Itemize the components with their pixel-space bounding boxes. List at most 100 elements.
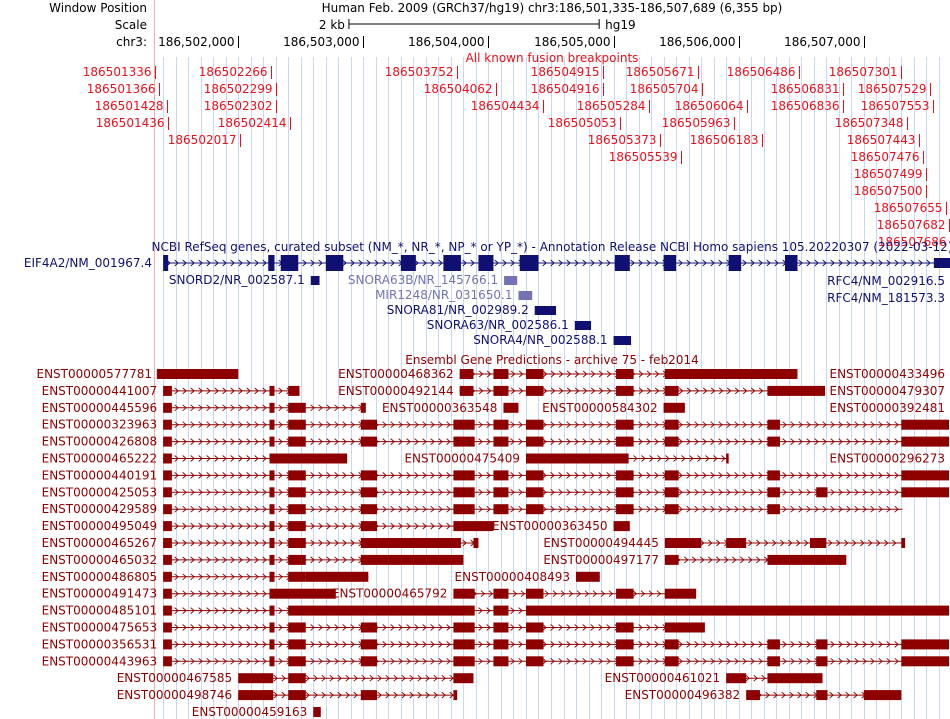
breakpoint-label[interactable]: 186501336	[83, 65, 152, 79]
breakpoint-label[interactable]: 186507686	[878, 235, 947, 249]
ensembl-exon[interactable]	[163, 487, 172, 498]
ensembl-transcript-label[interactable]: ENST00000429589	[42, 502, 158, 516]
breakpoint-label[interactable]: 186502302	[204, 99, 273, 113]
refseq-small-gene-label[interactable]: MIR1248/NR_031650.1	[375, 288, 512, 302]
ensembl-exon[interactable]	[288, 554, 306, 565]
ensembl-exon[interactable]	[816, 487, 828, 498]
breakpoint-label[interactable]: 186505373	[588, 133, 657, 147]
ensembl-exon[interactable]	[288, 419, 306, 430]
refseq-small-gene-label[interactable]: SNORA81/NR_002989.2	[387, 303, 529, 317]
ensembl-exon[interactable]	[901, 419, 949, 430]
ensembl-exon[interactable]	[664, 419, 679, 430]
ensembl-exon[interactable]	[163, 453, 172, 464]
ensembl-exon[interactable]	[269, 402, 275, 413]
breakpoint-label[interactable]: 186507682	[877, 218, 946, 232]
ensembl-exon[interactable]	[493, 470, 509, 481]
ensembl-exon[interactable]	[616, 470, 634, 481]
refseq-small-gene-label[interactable]: SNORD2/NR_002587.1	[169, 273, 305, 287]
ensembl-transcript-label[interactable]: ENST00000584302	[542, 401, 658, 415]
ensembl-exon[interactable]	[493, 436, 509, 447]
refseq-small-gene-block[interactable]	[574, 321, 592, 330]
breakpoint-label[interactable]: 186504915	[531, 65, 600, 79]
refseq-small-gene-block[interactable]	[504, 276, 518, 285]
rfc4-exon[interactable]	[933, 258, 950, 268]
ensembl-exon[interactable]	[163, 419, 172, 430]
ensembl-exon[interactable]	[288, 521, 306, 532]
ensembl-transcript-label[interactable]: ENST00000433496	[830, 367, 946, 381]
ensembl-exon[interactable]	[269, 385, 275, 396]
refseq-exon[interactable]	[163, 255, 169, 271]
ensembl-transcript-label[interactable]: ENST00000363548	[382, 401, 498, 415]
ensembl-exon[interactable]	[493, 605, 509, 616]
ensembl-exon[interactable]	[269, 419, 275, 430]
ensembl-exon[interactable]	[493, 419, 509, 430]
refseq-small-gene-block[interactable]	[310, 276, 320, 285]
ensembl-exon[interactable]	[453, 639, 475, 650]
breakpoint-label[interactable]: 186502017	[168, 133, 237, 147]
ensembl-exon[interactable]	[901, 538, 906, 548]
ensembl-exon[interactable]	[726, 453, 729, 464]
ensembl-exon[interactable]	[360, 656, 378, 667]
ensembl-exon[interactable]	[453, 656, 475, 667]
breakpoint-label[interactable]: 186507529	[858, 82, 927, 96]
ensembl-transcript-label[interactable]: ENST00000467585	[117, 671, 233, 685]
ensembl-exon[interactable]	[163, 656, 172, 667]
ensembl-exon[interactable]	[767, 554, 847, 565]
ensembl-exon[interactable]	[613, 521, 630, 532]
ensembl-exon[interactable]	[360, 504, 378, 515]
ensembl-exon[interactable]	[453, 673, 474, 684]
ensembl-exon[interactable]	[664, 487, 679, 498]
ensembl-exon[interactable]	[459, 369, 474, 379]
ensembl-transcript-label[interactable]: ENST00000577781	[37, 367, 153, 381]
ensembl-exon[interactable]	[269, 453, 348, 464]
ensembl-transcript-label[interactable]: ENST00000425053	[42, 485, 158, 499]
ensembl-exon[interactable]	[525, 622, 544, 633]
ensembl-exon[interactable]	[767, 419, 780, 430]
ensembl-transcript-label[interactable]: ENST00000485101	[42, 604, 158, 618]
ensembl-exon[interactable]	[901, 470, 949, 481]
ensembl-exon[interactable]	[767, 470, 780, 481]
ensembl-exon[interactable]	[288, 673, 306, 684]
ensembl-exon[interactable]	[459, 385, 474, 396]
ensembl-transcript-label[interactable]: ENST00000465267	[42, 536, 158, 550]
ensembl-exon[interactable]	[767, 504, 780, 515]
refseq-exon[interactable]	[614, 255, 630, 271]
ensembl-exon[interactable]	[288, 605, 475, 616]
ensembl-exon[interactable]	[664, 588, 697, 599]
ensembl-transcript-label[interactable]: ENST00000492144	[338, 384, 454, 398]
ensembl-exon[interactable]	[453, 436, 475, 447]
ensembl-exon[interactable]	[616, 656, 634, 667]
ensembl-exon[interactable]	[163, 622, 172, 633]
breakpoint-label[interactable]: 186505284	[577, 99, 646, 113]
ensembl-exon[interactable]	[616, 369, 634, 379]
ensembl-transcript-label[interactable]: ENST00000459163	[192, 705, 308, 719]
ensembl-exon[interactable]	[288, 571, 306, 582]
breakpoint-label[interactable]: 186504434	[471, 99, 540, 113]
breakpoint-label[interactable]: 186507500	[854, 184, 923, 198]
breakpoint-label[interactable]: 186505963	[662, 116, 731, 130]
ensembl-exon[interactable]	[493, 639, 509, 650]
ensembl-exon[interactable]	[525, 656, 544, 667]
ensembl-exon[interactable]	[664, 622, 705, 633]
breakpoint-label[interactable]: 186501366	[87, 82, 156, 96]
ensembl-exon[interactable]	[767, 656, 780, 667]
ensembl-exon[interactable]	[163, 554, 172, 565]
breakpoint-label[interactable]: 186503752	[385, 65, 454, 79]
breakpoint-label[interactable]: 186506486	[727, 65, 796, 79]
refseq-small-gene-label[interactable]: SNORA4/NR_002588.1	[473, 333, 607, 347]
breakpoint-label[interactable]: 186505671	[626, 65, 695, 79]
refseq-exon[interactable]	[478, 255, 494, 271]
ensembl-exon[interactable]	[360, 690, 378, 701]
breakpoint-label[interactable]: 186505053	[548, 116, 617, 130]
ensembl-exon[interactable]	[616, 487, 634, 498]
ensembl-exon[interactable]	[525, 470, 544, 481]
ensembl-track-title[interactable]: Ensembl Gene Predictions - archive 75 - …	[405, 353, 698, 367]
ensembl-transcript-label[interactable]: ENST00000475409	[404, 452, 520, 466]
ensembl-exon[interactable]	[288, 504, 306, 515]
ensembl-exon[interactable]	[269, 436, 275, 447]
ensembl-exon[interactable]	[360, 419, 378, 430]
ensembl-transcript-label[interactable]: ENST00000445596	[42, 401, 158, 415]
breakpoint-label[interactable]: 186506064	[675, 99, 744, 113]
ensembl-exon[interactable]	[288, 622, 306, 633]
